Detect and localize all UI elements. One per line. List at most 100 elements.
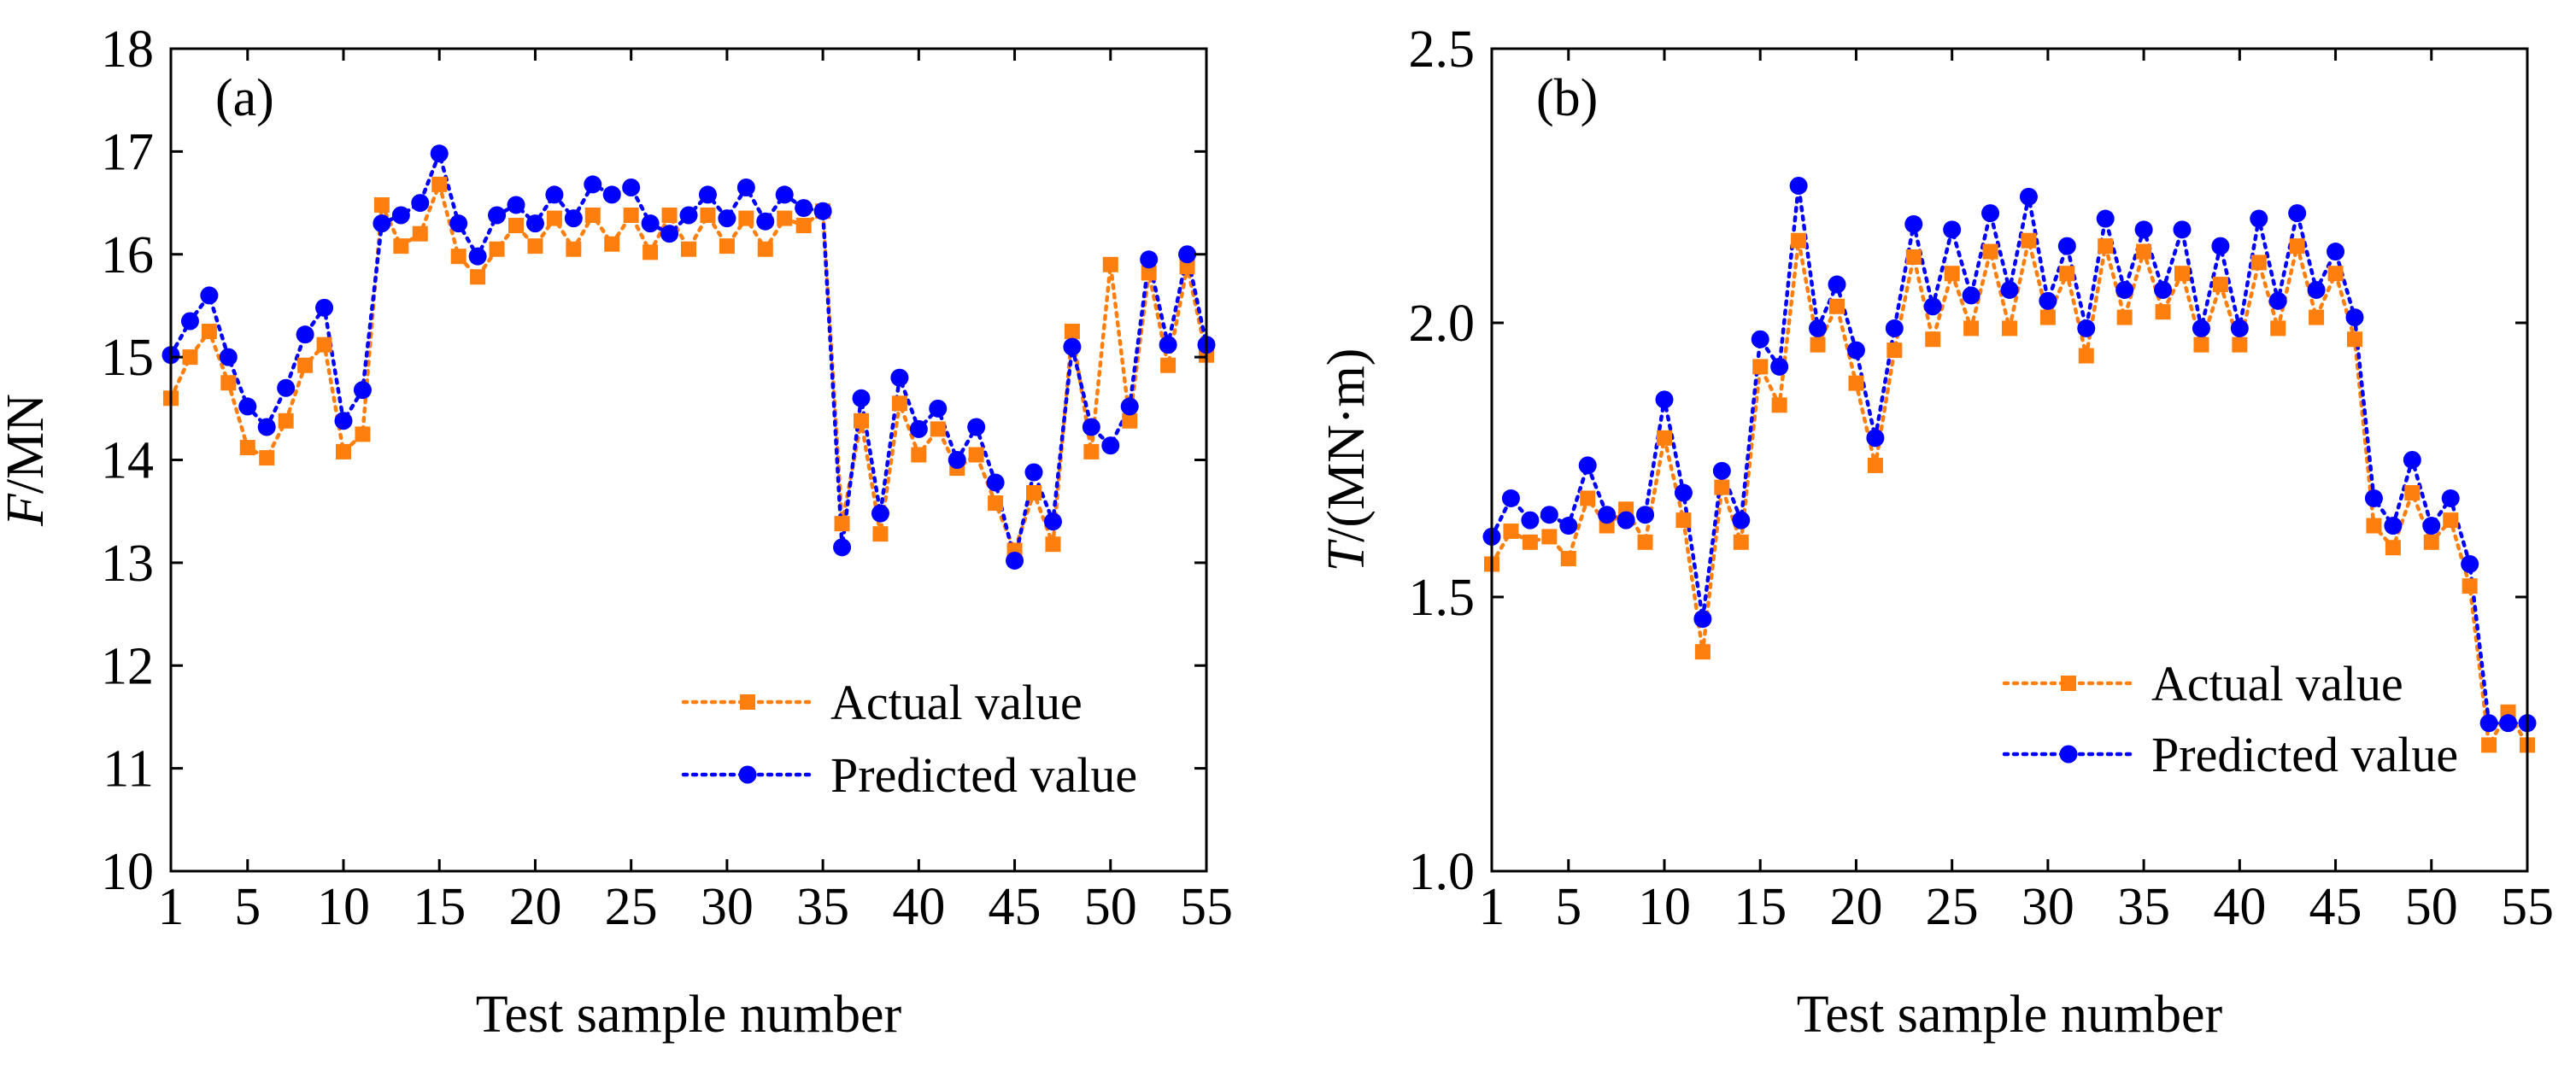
predicted-point-19: [507, 196, 525, 214]
predicted-point-12: [373, 214, 391, 233]
x-tick-label: 15: [413, 878, 466, 936]
actual-point-41: [930, 421, 946, 437]
predicted-point-7: [277, 378, 296, 397]
predicted-point-31: [2057, 237, 2076, 255]
predicted-point-9: [315, 298, 334, 317]
actual-point-34: [795, 218, 812, 234]
predicted-point-6: [1578, 456, 1597, 475]
actual-point-6: [259, 450, 275, 466]
actual-point-34: [2116, 309, 2133, 325]
predicted-point-32: [756, 212, 775, 231]
y-tick-label: 12: [101, 637, 154, 695]
actual-point-7: [278, 413, 294, 429]
y-tick-label: 11: [103, 740, 154, 799]
legend-actual-marker: [740, 694, 755, 710]
actual-point-33: [777, 210, 793, 226]
predicted-point-38: [871, 504, 889, 523]
actual-point-31: [738, 210, 754, 226]
predicted-point-43: [2288, 204, 2307, 223]
predicted-point-10: [334, 412, 353, 430]
actual-point-27: [661, 208, 678, 224]
predicted-point-50: [2422, 517, 2441, 536]
predicted-point-19: [1828, 275, 1846, 294]
predicted-point-17: [1789, 177, 1808, 195]
actual-point-24: [604, 236, 620, 252]
predicted-point-34: [795, 199, 813, 218]
actual-point-40: [2232, 337, 2248, 353]
actual-point-42: [2270, 320, 2286, 337]
predicted-point-27: [1981, 204, 2000, 223]
predicted-point-40: [2230, 319, 2249, 337]
predicted-point-38: [2192, 319, 2210, 337]
predicted-point-52: [1140, 250, 1159, 269]
predicted-point-15: [430, 144, 449, 163]
predicted-point-28: [679, 206, 698, 225]
x-tick-label: 10: [317, 878, 370, 936]
actual-point-14: [412, 225, 428, 242]
actual-point-12: [373, 196, 390, 213]
predicted-point-13: [1712, 461, 1731, 480]
predicted-point-11: [1674, 483, 1693, 502]
x-axis-title: Test sample number: [1797, 986, 2223, 1044]
predicted-point-8: [1617, 511, 1635, 530]
predicted-point-41: [929, 399, 948, 418]
predicted-point-50: [1101, 436, 1120, 455]
predicted-point-3: [200, 286, 219, 305]
predicted-point-30: [2039, 291, 2057, 310]
x-tick-label: 40: [892, 878, 945, 936]
predicted-point-2: [1501, 489, 1520, 507]
actual-point-21: [546, 210, 562, 226]
predicted-point-4: [219, 348, 238, 366]
actual-point-15: [431, 176, 448, 192]
predicted-point-54: [2499, 714, 2518, 733]
x-tick-label: 1: [158, 878, 185, 936]
actual-point-18: [489, 241, 505, 257]
predicted-point-16: [449, 214, 468, 233]
actual-point-2: [182, 349, 198, 366]
predicted-point-6: [257, 418, 276, 436]
predicted-point-4: [1540, 506, 1558, 524]
actual-point-30: [719, 238, 735, 255]
actual-point-29: [700, 208, 716, 224]
actual-point-20: [527, 238, 543, 255]
predicted-point-39: [890, 368, 909, 387]
predicted-point-49: [2403, 451, 2421, 469]
predicted-point-41: [2250, 209, 2268, 228]
actual-point-39: [2212, 277, 2228, 293]
predicted-point-11: [353, 381, 372, 400]
predicted-point-40: [909, 419, 928, 438]
actual-point-21: [1867, 457, 1883, 473]
actual-point-6: [1580, 490, 1596, 506]
actual-point-11: [355, 426, 371, 442]
panel-a: 1 5 10 15 20 25 30 35 40 45 50 55101112131415161718…: [0, 20, 1233, 1044]
actual-point-25: [1944, 266, 1960, 282]
y-tick-label: 1.0: [1409, 843, 1476, 901]
actual-point-51: [2443, 512, 2459, 529]
actual-point-48: [1064, 324, 1080, 340]
actual-point-9: [316, 337, 332, 353]
predicted-point-26: [641, 214, 660, 233]
actual-point-47: [2366, 518, 2382, 534]
predicted-point-10: [1655, 390, 1674, 409]
x-tick-label: 30: [701, 878, 754, 936]
x-tick-label: 25: [605, 878, 658, 936]
actual-point-27: [1982, 243, 1998, 260]
legend-predicted-label: Predicted value: [830, 747, 1137, 803]
actual-point-50: [1102, 256, 1118, 272]
predicted-point-36: [2154, 280, 2173, 299]
actual-point-30: [2039, 309, 2056, 325]
actual-point-5: [1560, 551, 1576, 567]
predicted-point-45: [1006, 551, 1024, 570]
predicted-point-25: [1943, 220, 1962, 239]
actual-point-51: [1122, 413, 1138, 429]
predicted-point-24: [1923, 297, 1942, 316]
actual-point-47: [1045, 536, 1061, 553]
actual-point-52: [1141, 265, 1157, 281]
predicted-point-52: [2461, 554, 2479, 573]
actual-point-43: [2289, 238, 2305, 255]
actual-point-41: [2250, 255, 2267, 271]
predicted-point-49: [1082, 418, 1100, 436]
series-line-predicted: [1489, 185, 2530, 725]
actual-point-50: [2423, 534, 2439, 550]
legend: Actual value Predicted value: [681, 675, 1137, 803]
